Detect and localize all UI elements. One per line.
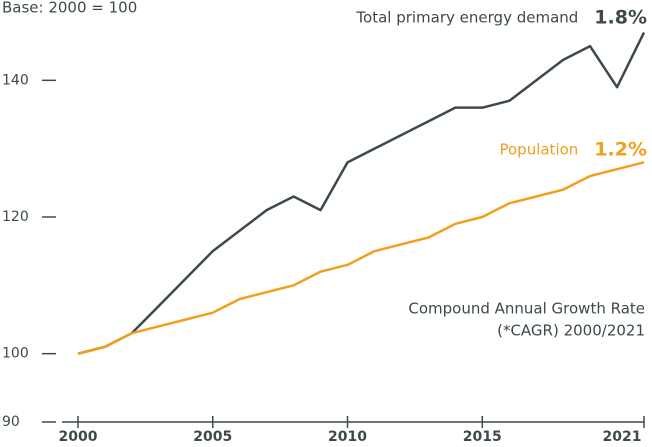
series-label: Population [499,141,578,159]
chart-subtitle: Base: 2000 = 100 [2,0,137,17]
y-tick-label: 90 [2,414,20,430]
y-tick-label: 100 [2,346,29,362]
note: Compound Annual Growth Rate [408,300,645,318]
x-tick-label: 2005 [193,429,232,445]
y-tick-label: 140 [2,72,29,88]
line [77,161,645,355]
series-label: Total primary energy demand [355,9,578,27]
note: (*CAGR) 2000/2021 [497,322,645,340]
cagr-label: 1.8% [594,7,647,29]
cagr-label: 1.2% [594,139,647,161]
line [77,31,646,355]
x-tick-label: 2015 [463,429,502,445]
x-tick-label: 2010 [328,429,367,445]
y-tick-label: 120 [2,209,29,225]
x-tick-label: 2000 [59,429,98,445]
x-tick-label: 2021 [603,429,642,445]
